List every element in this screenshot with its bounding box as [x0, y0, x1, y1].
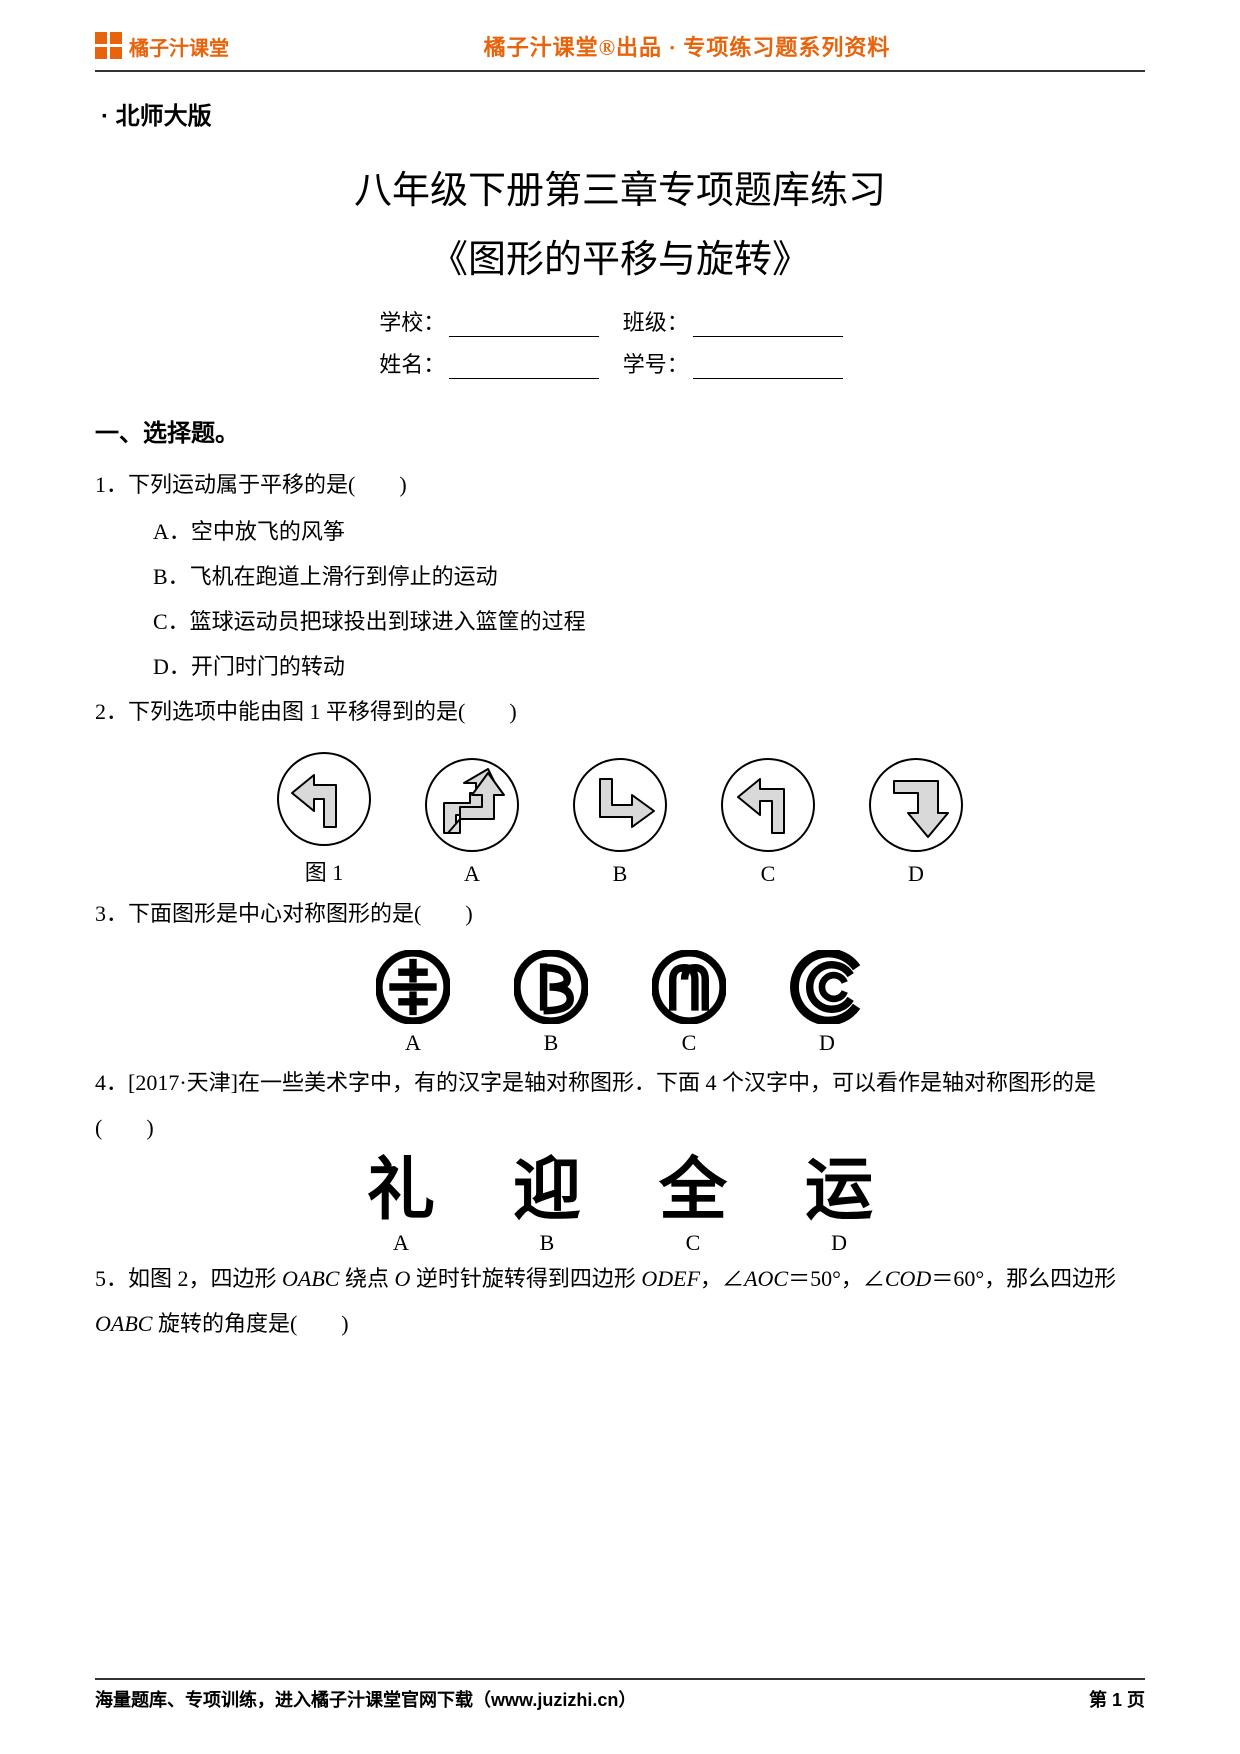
arrow-down-right-icon: [570, 755, 670, 855]
char-quan: 全: [659, 1156, 727, 1224]
q1-options: A．空中放飞的风筝 B．飞机在跑道上滑行到停止的运动 C．篮球运动员把球投出到球…: [153, 509, 1145, 689]
q4-char-c: 全 C: [659, 1156, 727, 1256]
edition-label: · 北师大版: [101, 96, 1145, 131]
q2-fig-d: D: [866, 755, 966, 887]
id-field[interactable]: [693, 357, 843, 379]
q3-stem: 3．下面图形是中心对称图形的是( ): [95, 891, 1145, 936]
class-field[interactable]: [693, 315, 843, 337]
q1-option-a: A．空中放飞的风筝: [153, 509, 1145, 554]
q2-fig-c: C: [718, 755, 818, 887]
class-label: 班级：: [623, 310, 689, 335]
q4-d-label: D: [805, 1230, 873, 1256]
brand-logo-icon: [95, 32, 123, 60]
main-title-line1: 八年级下册第三章专项题库练习: [95, 159, 1145, 214]
footer-left-text: 海量题库、专项训练，进入橘子汁课堂官网下载（www.juzizhi.cn）: [95, 1686, 636, 1712]
footer-divider: [95, 1678, 1145, 1680]
header-divider: [95, 70, 1145, 72]
q2-a-label: A: [422, 861, 522, 887]
q3-figures: A B C D: [95, 950, 1145, 1056]
arrow-left-turn-small-icon: [718, 755, 818, 855]
q4-char-d: 运 D: [805, 1156, 873, 1256]
school-field[interactable]: [449, 315, 599, 337]
q1-option-b: B．飞机在跑道上滑行到停止的运动: [153, 554, 1145, 599]
q3-d-label: D: [790, 1030, 864, 1056]
q4-c-label: C: [659, 1230, 727, 1256]
q1-option-d: D．开门时门的转动: [153, 644, 1145, 689]
q2-figures: 图 1 A B C: [95, 749, 1145, 887]
info-line-1: 学校： 班级：: [95, 305, 1145, 337]
main-title-line2: 《图形的平移与旋转》: [95, 228, 1145, 283]
char-yun: 运: [805, 1156, 873, 1224]
q4-stem: 4．[2017·天津]在一些美术字中，有的汉字是轴对称图形．下面 4 个汉字中，…: [95, 1060, 1145, 1150]
q3-b-label: B: [514, 1030, 588, 1056]
q2-d-label: D: [866, 861, 966, 887]
footer-page-number: 第 1 页: [1089, 1686, 1145, 1712]
q5-stem: 5．如图 2，四边形 OABC 绕点 O 逆时针旋转得到四边形 ODEF，∠AO…: [95, 1256, 1145, 1346]
arrow-left-turn-icon: [274, 749, 374, 849]
q1-stem: 1．下列运动属于平移的是( ): [95, 462, 1145, 507]
q2-fig1-label: 图 1: [274, 855, 374, 887]
char-ying: 迎: [513, 1156, 581, 1224]
q3-c-label: C: [652, 1030, 726, 1056]
symbol-d-icon: [790, 950, 864, 1024]
q3-fig-c: C: [652, 950, 726, 1056]
symbol-b-icon: [514, 950, 588, 1024]
arrow-up-right-icon: [422, 755, 522, 855]
q2-stem: 2．下列选项中能由图 1 平移得到的是( ): [95, 689, 1145, 734]
symbol-c-icon: [652, 950, 726, 1024]
q2-fig1: 图 1: [274, 749, 374, 887]
header-subtitle: 橘子汁课堂®出品 · 专项练习题系列资料: [229, 30, 1145, 62]
q3-fig-b: B: [514, 950, 588, 1056]
q3-fig-d: D: [790, 950, 864, 1056]
q2-c-label: C: [718, 861, 818, 887]
char-li: 礼: [367, 1156, 435, 1224]
q2-b-label: B: [570, 861, 670, 887]
name-label: 姓名：: [379, 352, 445, 377]
school-label: 学校：: [379, 310, 445, 335]
q4-char-b: 迎 B: [513, 1156, 581, 1256]
section-heading-1: 一、选择题。: [95, 413, 1145, 448]
page-header: 橘子汁课堂 橘子汁课堂®出品 · 专项练习题系列资料: [95, 30, 1145, 62]
q1-option-c: C．篮球运动员把球投出到球进入篮筐的过程: [153, 599, 1145, 644]
q4-chars: 礼 A 迎 B 全 C 运 D: [95, 1156, 1145, 1256]
q3-a-label: A: [376, 1030, 450, 1056]
q2-fig-b: B: [570, 755, 670, 887]
q4-a-label: A: [367, 1230, 435, 1256]
name-field[interactable]: [449, 357, 599, 379]
q4-b-label: B: [513, 1230, 581, 1256]
brand-name: 橘子汁课堂: [129, 32, 229, 61]
symbol-a-icon: [376, 950, 450, 1024]
page-footer: 海量题库、专项训练，进入橘子汁课堂官网下载（www.juzizhi.cn） 第 …: [95, 1678, 1145, 1712]
q3-fig-a: A: [376, 950, 450, 1056]
q2-fig-a: A: [422, 755, 522, 887]
arrow-down-left-icon: [866, 755, 966, 855]
info-line-2: 姓名： 学号：: [95, 347, 1145, 379]
q4-char-a: 礼 A: [367, 1156, 435, 1256]
id-label: 学号：: [623, 352, 689, 377]
